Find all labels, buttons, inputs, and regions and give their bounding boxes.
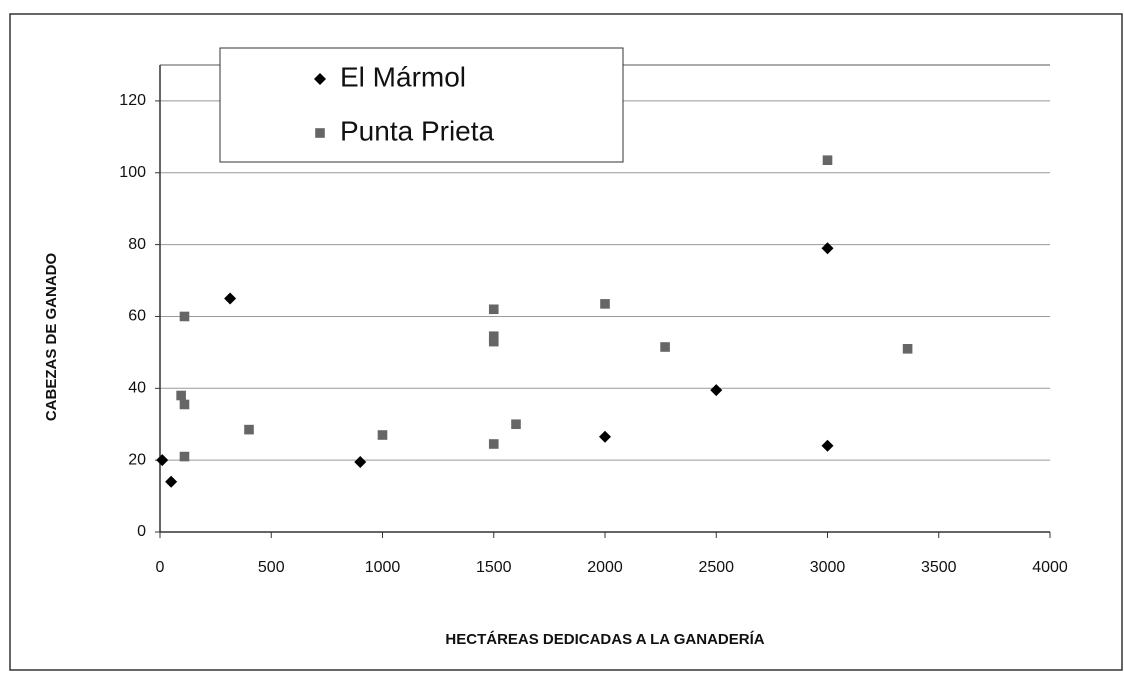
point	[902, 343, 913, 354]
y-tick-label: 20	[128, 451, 146, 468]
x-tick-label: 1500	[476, 559, 512, 576]
x-tick-label: 0	[156, 559, 165, 576]
x-axis-title: HECTÁREAS DEDICADAS A LA GANADERÍA	[445, 631, 764, 648]
point	[179, 451, 190, 462]
y-tick-label: 100	[119, 164, 146, 181]
y-tick-label: 120	[119, 92, 146, 109]
point	[179, 399, 190, 410]
point	[660, 342, 670, 352]
point	[354, 455, 367, 468]
point	[600, 299, 610, 309]
point	[599, 430, 611, 443]
y-tick-label: 40	[128, 380, 146, 397]
x-tick-label: 3000	[810, 559, 846, 576]
legend-box	[219, 47, 624, 163]
y-tick-label: 0	[137, 523, 146, 540]
x-tick-label: 2000	[587, 559, 623, 576]
legend-label: El Mármol	[340, 61, 466, 92]
point	[156, 454, 169, 467]
y-tick-label: 60	[128, 308, 146, 325]
legend-marker	[314, 73, 326, 85]
legend-marker	[315, 128, 325, 138]
point	[511, 419, 521, 430]
x-tick-label: 500	[258, 559, 285, 576]
x-tick-label: 2500	[698, 559, 734, 576]
point	[822, 155, 833, 165]
legend-label: Punta Prieta	[340, 115, 495, 146]
point	[710, 384, 723, 397]
point	[488, 439, 499, 449]
point	[821, 439, 834, 452]
point	[179, 311, 190, 322]
point	[224, 292, 237, 305]
point	[488, 336, 499, 347]
x-tick-label: 1000	[365, 559, 401, 576]
point	[488, 304, 499, 315]
point	[377, 430, 388, 440]
frame	[9, 13, 1123, 671]
point	[821, 242, 834, 255]
y-tick-label: 80	[128, 236, 146, 253]
point	[488, 331, 499, 342]
x-tick-label: 4000	[1032, 559, 1068, 576]
x-tick-label: 3500	[921, 559, 957, 576]
y-axis-title: CABEZAS DE GANADO	[43, 252, 60, 421]
point	[244, 424, 254, 435]
point	[176, 390, 186, 401]
point	[165, 475, 178, 488]
